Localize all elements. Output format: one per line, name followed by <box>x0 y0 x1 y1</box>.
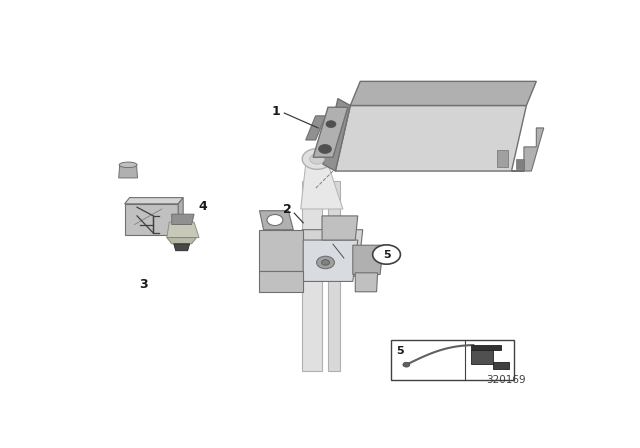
Text: 4: 4 <box>198 200 207 213</box>
Circle shape <box>326 121 336 128</box>
Polygon shape <box>511 128 544 171</box>
Polygon shape <box>303 240 358 281</box>
Circle shape <box>321 260 330 265</box>
Polygon shape <box>301 164 343 209</box>
Polygon shape <box>472 345 501 350</box>
Circle shape <box>310 154 324 164</box>
Polygon shape <box>302 230 363 276</box>
Polygon shape <box>493 362 509 370</box>
Polygon shape <box>125 198 183 204</box>
Circle shape <box>403 362 410 367</box>
Polygon shape <box>302 181 322 371</box>
Polygon shape <box>173 244 189 251</box>
Polygon shape <box>472 350 493 363</box>
Circle shape <box>317 256 335 269</box>
Polygon shape <box>516 159 524 169</box>
Circle shape <box>372 245 401 264</box>
Polygon shape <box>167 237 196 244</box>
Polygon shape <box>178 198 183 235</box>
Polygon shape <box>353 245 383 275</box>
Circle shape <box>302 149 332 169</box>
Text: 320169: 320169 <box>486 375 525 385</box>
Polygon shape <box>313 107 348 157</box>
Polygon shape <box>322 216 358 240</box>
Polygon shape <box>260 211 293 230</box>
Circle shape <box>319 145 332 154</box>
Text: 1: 1 <box>271 105 280 118</box>
Polygon shape <box>328 181 340 371</box>
Polygon shape <box>167 222 199 237</box>
Bar <box>392 340 515 380</box>
Polygon shape <box>323 99 350 171</box>
Text: 5: 5 <box>383 250 390 259</box>
Ellipse shape <box>119 162 137 168</box>
Polygon shape <box>335 106 527 171</box>
Polygon shape <box>306 116 326 140</box>
Text: 2: 2 <box>283 203 292 216</box>
Polygon shape <box>172 214 194 224</box>
Polygon shape <box>355 273 378 292</box>
Polygon shape <box>118 165 138 178</box>
Polygon shape <box>259 230 303 271</box>
Text: 3: 3 <box>139 278 148 291</box>
Polygon shape <box>497 151 508 167</box>
Polygon shape <box>259 271 303 292</box>
Polygon shape <box>350 82 536 106</box>
Circle shape <box>267 215 283 225</box>
Text: 5: 5 <box>397 346 404 356</box>
Polygon shape <box>125 204 178 235</box>
